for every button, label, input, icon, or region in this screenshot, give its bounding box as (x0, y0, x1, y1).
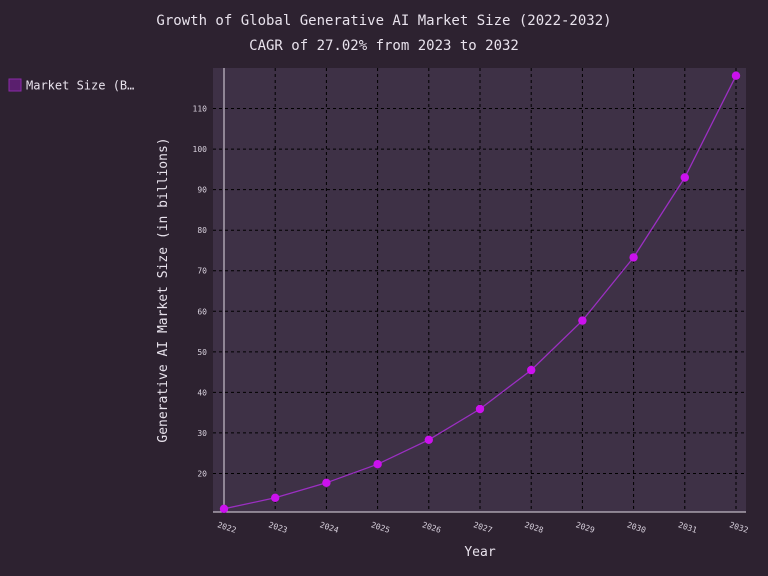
data-point (219, 504, 229, 513)
data-point (680, 173, 689, 182)
chart-subtitle: CAGR of 27.02% from 2023 to 2032 (249, 38, 519, 54)
y-tick-label: 110 (193, 105, 208, 114)
data-point (629, 253, 638, 262)
y-tick-label: 30 (197, 429, 207, 438)
grid-layer (213, 68, 746, 512)
x-axis-label: Year (464, 545, 495, 560)
data-point (424, 435, 433, 444)
y-tick-label: 100 (193, 145, 208, 154)
data-point (322, 478, 331, 487)
data-point (527, 365, 536, 375)
series-layer (219, 71, 741, 513)
data-point (475, 404, 485, 414)
y-axis-label: Generative AI Market Size (in billions) (156, 137, 171, 442)
legend-label[interactable]: Market Size (B… (26, 79, 134, 93)
axes-layer (213, 68, 746, 513)
y-tick-label: 80 (197, 226, 207, 235)
y-tick-label: 50 (197, 348, 207, 357)
y-tick-label: 90 (197, 186, 207, 195)
y-tick-label: 70 (197, 267, 207, 276)
y-tick-label: 60 (197, 307, 207, 316)
data-point (271, 493, 280, 502)
legend[interactable]: Market Size (B… (8, 78, 134, 93)
data-point (373, 460, 382, 469)
legend-swatch[interactable] (8, 78, 22, 92)
data-point (731, 71, 741, 80)
y-tick-labels: 20 30 40 50 60 70 80 90 100 110 (193, 105, 208, 479)
y-tick-label: 40 (197, 388, 207, 397)
chart-title: Growth of Global Generative AI Market Si… (156, 13, 611, 29)
y-tick-label: 20 (197, 469, 207, 478)
data-point (578, 316, 587, 325)
